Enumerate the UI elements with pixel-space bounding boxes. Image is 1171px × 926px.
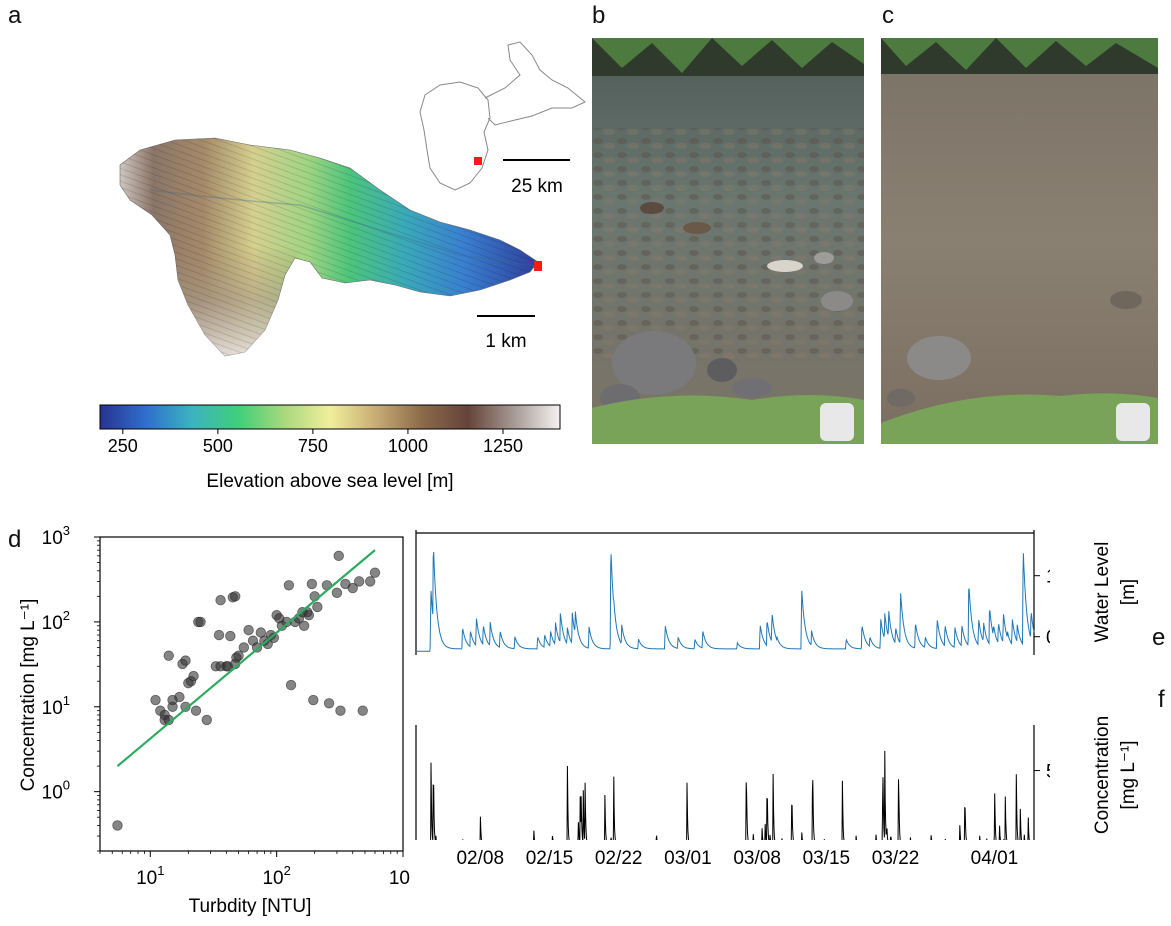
date-tick-label: 03/15 <box>803 848 851 869</box>
f-y-tick-label: 0 <box>1046 837 1050 840</box>
fit-line <box>116 549 376 767</box>
scatter-point <box>238 642 250 653</box>
scatter-point <box>303 609 315 621</box>
f-y-tick-label: 500 <box>1046 762 1050 783</box>
e-y-tick-label: 1.0 <box>1046 567 1050 588</box>
scatter-point <box>112 820 123 831</box>
scatter-point <box>306 578 318 590</box>
scatter-point <box>180 655 191 666</box>
scatter-point <box>215 595 226 606</box>
colorbar-tick-label: 1000 <box>388 436 428 456</box>
main-scale-label: 1 km <box>485 331 526 352</box>
timeseries-y-labels: Water Level [m] Concentration [mg L⁻¹] <box>1092 542 1139 834</box>
x-tick-label: 103 <box>389 863 410 889</box>
colorbar-tick-label: 250 <box>108 436 138 456</box>
outlet-marker <box>534 261 542 271</box>
scatter-point <box>335 705 346 716</box>
date-tick-label: 04/01 <box>971 848 1019 869</box>
scatter-x-label: Turbdity [NTU] <box>189 896 312 917</box>
water-level-ylabel: Water Level <box>1092 542 1113 643</box>
scatter-point <box>201 714 212 726</box>
inset-scale-label: 25 km <box>511 176 563 197</box>
x-tick-label: 102 <box>262 863 290 889</box>
scatter-point <box>312 601 323 613</box>
date-tick-label: 03/08 <box>733 848 781 869</box>
scatter-point <box>180 701 191 712</box>
photo-turbid-water <box>881 38 1158 444</box>
colorbar-tick-label: 500 <box>203 436 233 456</box>
concentration-ticks: 0 500 <box>1034 762 1050 840</box>
date-tick-label: 03/01 <box>664 848 712 869</box>
water-level-unit: [m] <box>1118 579 1139 605</box>
scatter-point <box>230 591 241 602</box>
date-tick-label: 03/22 <box>872 848 920 869</box>
scatter-point <box>225 630 236 642</box>
inset-location-marker <box>474 157 482 165</box>
scatter-points <box>112 550 381 831</box>
concentration-ylabel: Concentration <box>1092 716 1113 834</box>
timeseries-panels: 0.5 1.0 0 500 <box>415 530 1050 840</box>
photo-clear-water <box>592 38 864 444</box>
scatter-point <box>357 705 368 716</box>
scatter-point <box>190 705 202 716</box>
scatter-point <box>163 650 174 661</box>
colorbar-tick-label: 750 <box>298 436 328 456</box>
scatter-y-label: Concentration [mg L⁻¹] <box>18 599 39 792</box>
scatter-point <box>243 624 254 636</box>
date-tick-labels: 02/08 02/15 02/22 03/01 03/08 03/15 03/22 04/01 <box>456 848 1019 869</box>
y-tick-label: 103 <box>42 523 70 549</box>
x-tick-label: 101 <box>136 863 164 889</box>
date-tick-label: 02/22 <box>595 848 643 869</box>
water-level-ticks: 0.5 1.0 <box>1034 567 1050 649</box>
scatter-axis-ticks: 101 102 103 100 101 102 103 <box>42 523 410 889</box>
colorbar-label: Elevation above sea level [m] <box>206 471 453 492</box>
panel-label-c: c <box>882 2 894 29</box>
scatter-point <box>174 691 185 703</box>
scatter-point <box>323 698 335 709</box>
panel-label-e: e <box>1152 624 1166 651</box>
concentration-unit: [mg L⁻¹] <box>1118 740 1139 809</box>
colorbar-ticks: 250 500 750 1000 1250 <box>108 429 523 456</box>
scatter-point <box>353 576 365 587</box>
panel-label-d: d <box>8 526 22 553</box>
water-level-series <box>416 551 1035 652</box>
y-tick-label: 102 <box>42 608 70 634</box>
scatter-point <box>298 620 310 631</box>
y-tick-label: 101 <box>42 693 70 719</box>
scatter-point <box>308 694 319 706</box>
y-tick-label: 100 <box>42 778 70 804</box>
e-y-tick-label: 0.5 <box>1046 628 1050 649</box>
date-tick-label: 02/15 <box>526 848 574 869</box>
scatter-point <box>233 650 244 661</box>
panel-label-f: f <box>1158 686 1165 713</box>
scatter-point <box>333 550 344 562</box>
island-inset <box>419 41 586 191</box>
scatter-point <box>364 576 376 587</box>
panel-label-a: a <box>8 2 22 29</box>
scatter-point <box>213 629 225 641</box>
scatter-point <box>331 587 343 599</box>
scatter-point <box>347 582 358 594</box>
colorbar-tick-label: 1250 <box>483 436 523 456</box>
scatter-point <box>150 694 161 706</box>
scatter-point <box>188 670 199 682</box>
scatter-point <box>369 567 381 578</box>
scatter-turbidity-concentration: 101 102 103 100 101 102 103 Turbdity [NTU] Con… <box>18 523 410 917</box>
elevation-colorbar <box>99 404 561 430</box>
scatter-point <box>283 580 295 591</box>
concentration-series <box>430 750 1032 840</box>
panel-label-b: b <box>592 2 606 29</box>
scatter-point <box>285 679 297 691</box>
scatter-point <box>167 701 178 712</box>
elevation-map-panel: 1 km 25 km 250 500 750 1000 1250 Elevation a… <box>99 41 586 492</box>
date-tick-label: 02/08 <box>456 848 504 869</box>
scatter-plot-frame <box>99 536 404 852</box>
scatter-point <box>195 616 206 628</box>
